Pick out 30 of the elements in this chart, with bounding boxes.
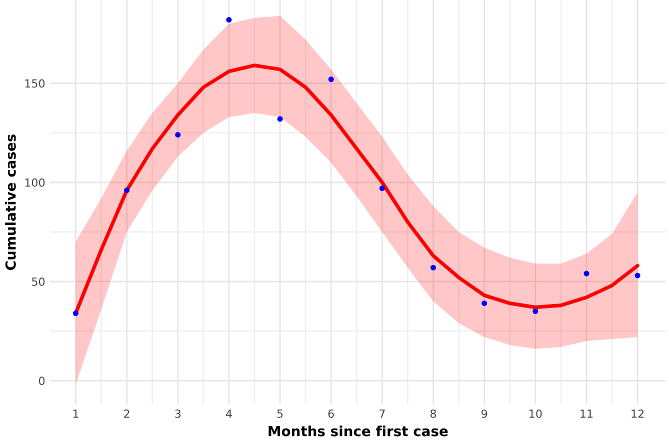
x-tick-label: 3 xyxy=(175,409,181,418)
x-tick-label: 10 xyxy=(530,409,542,418)
point xyxy=(379,186,385,192)
x-tick-label: 4 xyxy=(226,410,232,418)
x-tick-label: 11 xyxy=(580,410,593,418)
y-tick-label: 100 xyxy=(25,178,45,187)
point xyxy=(72,310,78,316)
point xyxy=(430,264,436,270)
point xyxy=(124,188,130,194)
point xyxy=(482,300,488,306)
point xyxy=(328,76,334,82)
y-tick-label: 150 xyxy=(25,79,45,88)
point xyxy=(532,308,538,314)
x-tick-label: 2 xyxy=(124,409,130,418)
x-tick-label: 12 xyxy=(632,409,644,418)
x-tick-label: 6 xyxy=(328,409,334,418)
point xyxy=(175,132,181,138)
point xyxy=(634,272,640,278)
x-tick-label: 8 xyxy=(430,409,436,418)
y-axis-title: Cumulative cases xyxy=(5,134,16,270)
y-tick-label: 50 xyxy=(32,277,45,286)
x-tick-label: 9 xyxy=(481,409,488,418)
x-tick-label: 7 xyxy=(380,410,385,418)
point xyxy=(277,116,283,122)
point xyxy=(226,17,232,23)
x-tick-label: 5 xyxy=(277,410,283,418)
point xyxy=(584,270,590,276)
x-axis-title: Months since first case xyxy=(268,426,448,436)
x-tick-label: 1 xyxy=(73,410,78,418)
y-tick-label: 0 xyxy=(38,376,45,386)
